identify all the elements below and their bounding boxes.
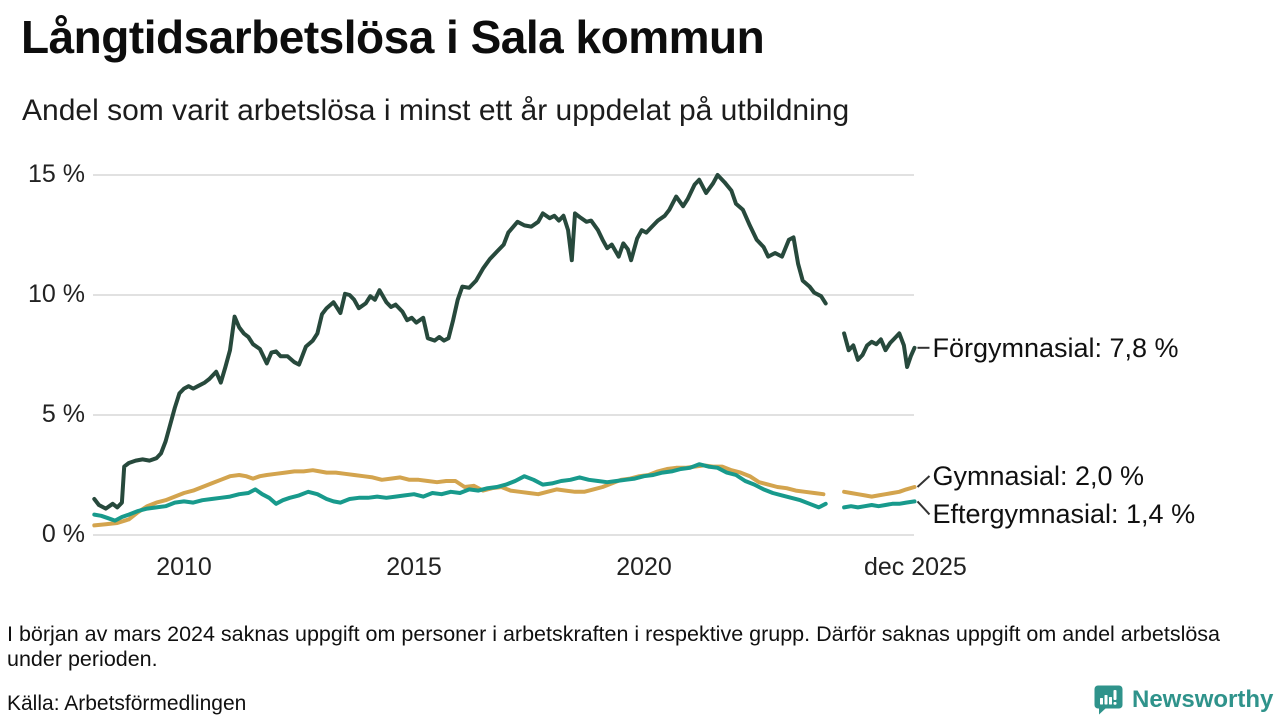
series-line-eftergymnasial bbox=[92, 462, 917, 523]
chart-subtitle: Andel som varit arbetslösa i minst ett å… bbox=[22, 94, 850, 127]
label-connector-gymnasial bbox=[916, 475, 931, 488]
y-tick-10: 10 % bbox=[28, 280, 85, 308]
label-connector-eftergymnasial bbox=[916, 500, 931, 516]
x-tick-dec-2025: dec 2025 bbox=[863, 553, 967, 581]
page-title: Långtidsarbetslösa i Sala kommun bbox=[21, 11, 765, 63]
series-line-gymnasial bbox=[92, 463, 917, 528]
source-attribution: Källa: Arbetsförmedlingen bbox=[7, 692, 247, 715]
series-label-gymnasial: Gymnasial: 2,0 % bbox=[932, 461, 1145, 491]
newsworthy-brand: Newsworthy bbox=[1093, 684, 1273, 715]
newsworthy-wordmark: Newsworthy bbox=[1132, 685, 1274, 713]
series-label-forgymnasial: Förgymnasial: 7,8 % bbox=[932, 332, 1179, 363]
x-tick-2010: 2010 bbox=[156, 553, 212, 581]
series-label-eftergymnasial: Eftergymnasial: 1,4 % bbox=[932, 499, 1196, 530]
unemployment-line-chart bbox=[92, 173, 931, 536]
newsworthy-logo-icon bbox=[1093, 684, 1124, 715]
chart-footnote: I början av mars 2024 saknas uppgift om … bbox=[7, 622, 1221, 671]
series-line-förgymnasial bbox=[92, 173, 917, 511]
x-tick-2015: 2015 bbox=[386, 553, 442, 581]
y-tick-15: 15 % bbox=[28, 160, 85, 188]
y-tick-0: 0 % bbox=[41, 520, 85, 548]
y-tick-5: 5 % bbox=[41, 400, 85, 428]
x-tick-2020: 2020 bbox=[616, 553, 672, 581]
